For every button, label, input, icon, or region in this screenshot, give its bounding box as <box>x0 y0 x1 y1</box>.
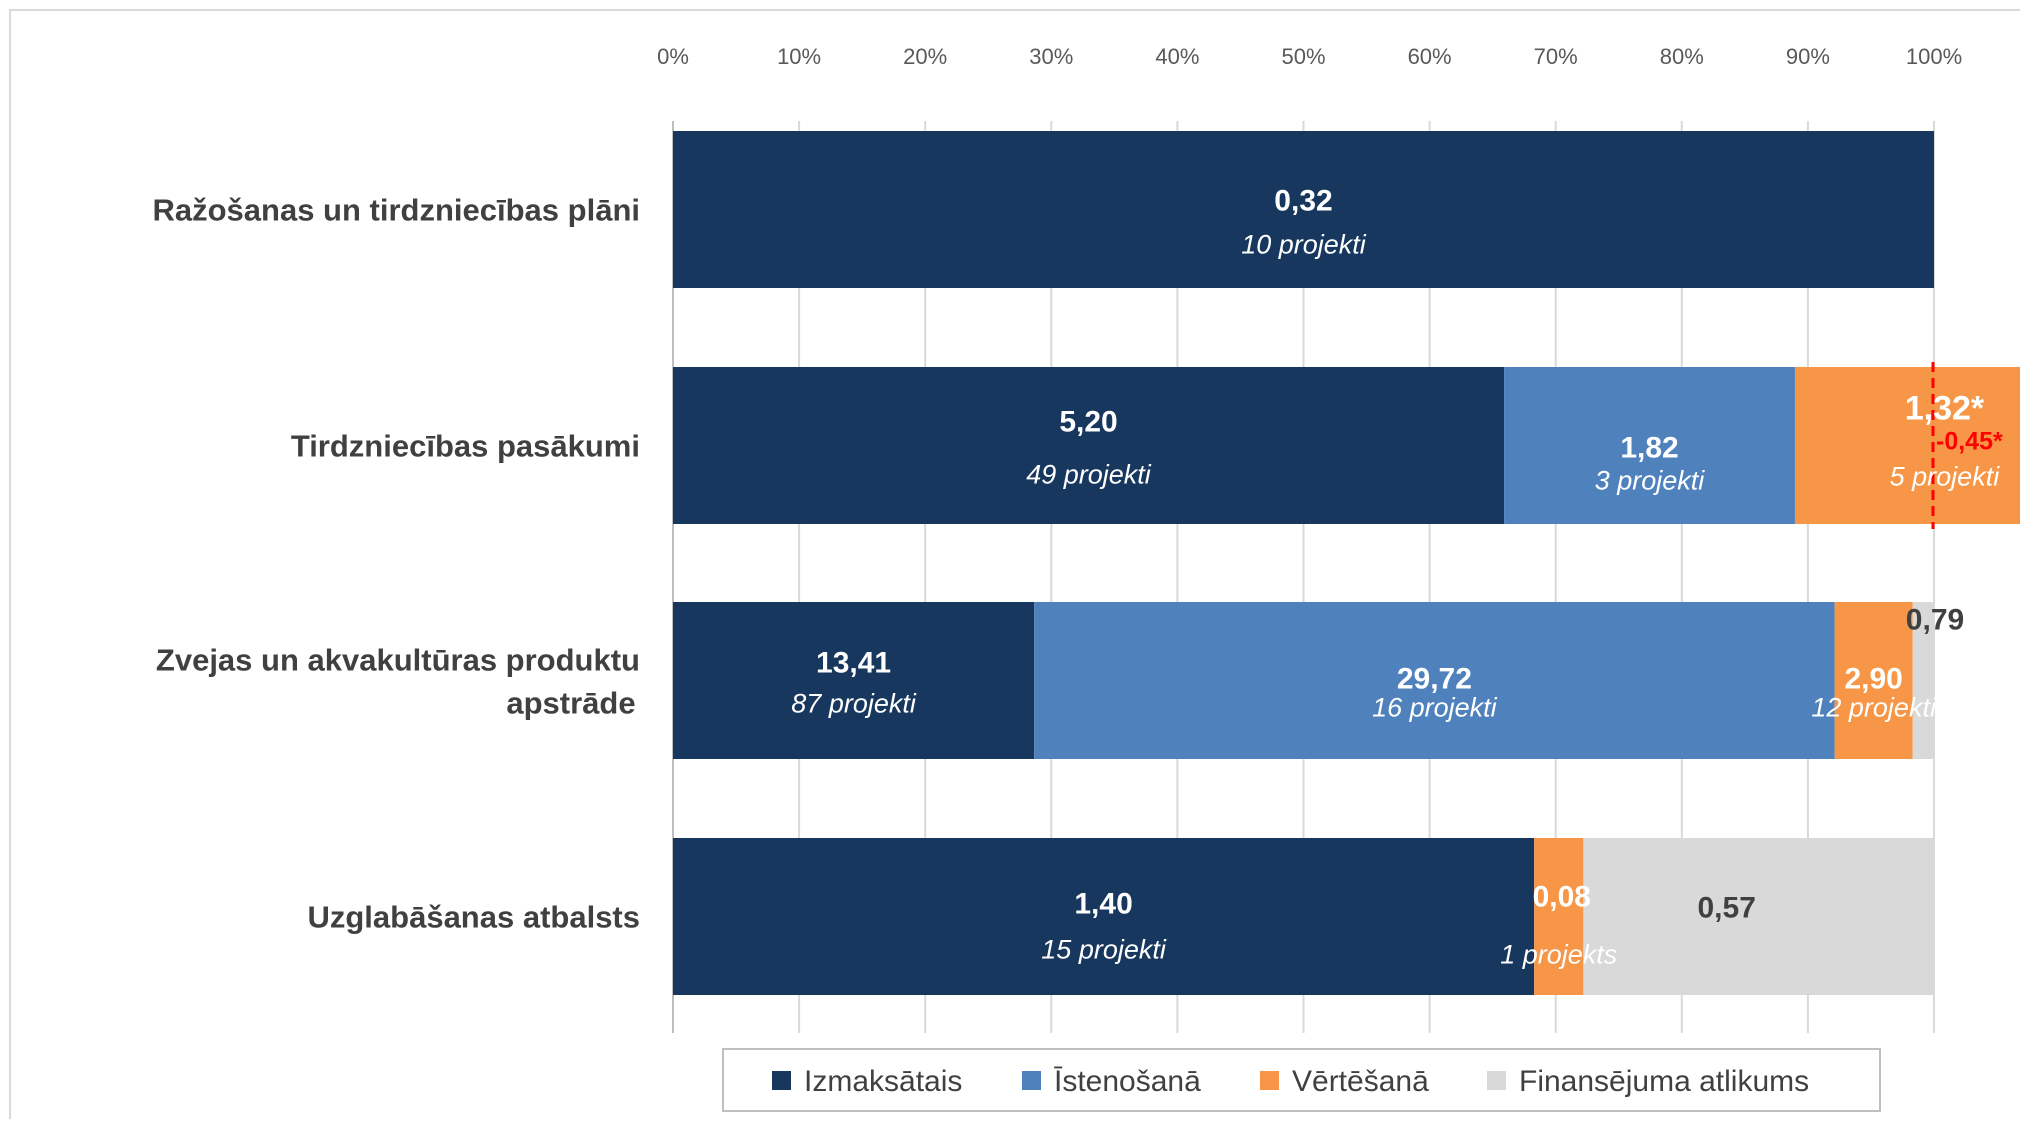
bar-segment <box>673 602 1035 759</box>
labels: Ražošanas un tirdzniecības plāni 0,32 10 p… <box>152 185 2002 970</box>
value-label: 13,41 <box>816 647 891 680</box>
project-count-label: 15 projekti <box>1041 935 1167 965</box>
value-label: 2,90 <box>1844 663 1902 696</box>
x-tick-label: 40% <box>1155 44 1199 69</box>
x-tick-label: 50% <box>1281 44 1325 69</box>
legend-label: Izmaksātais <box>804 1065 962 1098</box>
x-tick-label: 10% <box>777 44 821 69</box>
bar-segment <box>1912 602 1934 759</box>
legend-label: Finansējuma atlikums <box>1519 1065 1809 1098</box>
project-count-label: 12 projekti <box>1811 693 1937 723</box>
legend-swatch <box>1260 1071 1279 1090</box>
category-label-line: apstrāde <box>506 686 635 721</box>
legend-label: Vērtēšanā <box>1292 1065 1429 1098</box>
legend: Izmaksātais Īstenošanā Vērtēšanā Finansējum… <box>722 1048 1881 1112</box>
project-count-label: 3 projekti <box>1595 466 1706 496</box>
value-label: 1,40 <box>1074 888 1132 921</box>
value-label: 0,32 <box>1274 185 1332 218</box>
bar-segment <box>1034 602 1835 759</box>
value-label: 0,79 <box>1906 604 1964 637</box>
project-count-label: 5 projekti <box>1890 462 2001 492</box>
x-tick-label: 30% <box>1029 44 1073 69</box>
bar-segment <box>673 838 1535 995</box>
x-tick-label: 90% <box>1786 44 1830 69</box>
x-tick-label: 60% <box>1408 44 1452 69</box>
value-label: 0,57 <box>1697 892 1755 925</box>
category-label-line: Zvejas un akvakultūras produktu <box>156 643 640 678</box>
legend-box <box>722 1048 1881 1112</box>
x-tick-label: 0% <box>657 44 689 69</box>
bar-segment <box>1534 838 1584 995</box>
value-label: 29,72 <box>1397 663 1472 696</box>
legend-label: Īstenošanā <box>1054 1065 1201 1098</box>
bar-segment <box>1583 838 1934 995</box>
category-label: Tirdzniecības pasākumi <box>291 429 640 464</box>
value-label: 1,32* <box>1905 390 1985 428</box>
category-label: Uzglabāšanas atbalsts <box>307 900 640 935</box>
value-label: 5,20 <box>1059 406 1117 439</box>
legend-swatch <box>772 1071 791 1090</box>
bar-segment <box>1504 367 1795 524</box>
x-tick-label: 100% <box>1906 44 1962 69</box>
x-tick-label: 20% <box>903 44 947 69</box>
annotation-label: -0,45* <box>1936 428 2003 456</box>
project-count-label: 1 projekts <box>1500 940 1617 970</box>
category-label: Zvejas un akvakultūras produktu apstrāde <box>156 643 640 721</box>
project-count-label: 10 projekti <box>1241 230 1367 260</box>
overflow-segment <box>1934 367 2020 524</box>
project-count-label: 49 projekti <box>1026 460 1152 490</box>
legend-swatch <box>1022 1071 1041 1090</box>
legend-swatch <box>1487 1071 1506 1090</box>
category-label: Ražošanas un tirdzniecības plāni <box>152 193 640 228</box>
project-count-label: 16 projekti <box>1372 693 1498 723</box>
bars <box>673 131 2020 995</box>
x-tick-label: 80% <box>1660 44 1704 69</box>
bar-segment <box>1834 602 1913 759</box>
bar-segment <box>673 131 1934 288</box>
project-count-label: 87 projekti <box>791 689 917 719</box>
value-label: 1,82 <box>1620 432 1678 465</box>
x-tick-label: 70% <box>1534 44 1578 69</box>
bar-segment <box>673 367 1505 524</box>
value-label: 0,08 <box>1533 881 1591 914</box>
